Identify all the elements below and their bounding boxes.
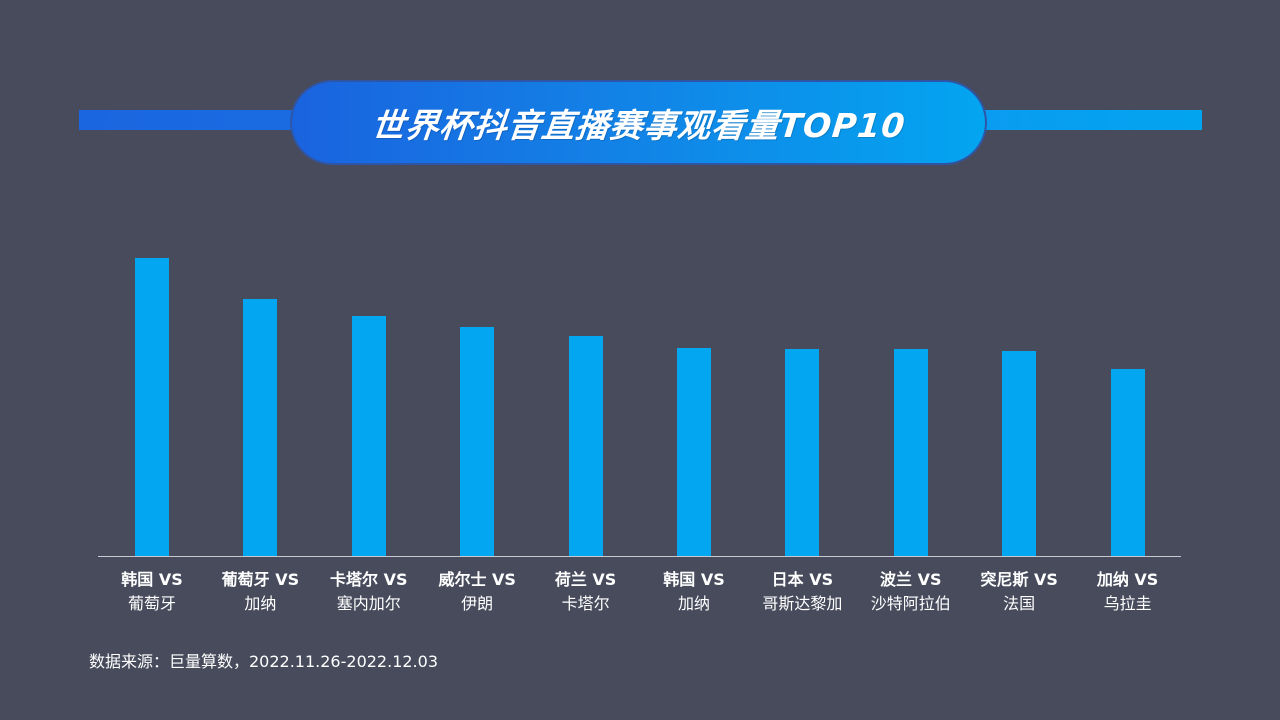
x-tick-label-line1: 威尔士 VS	[438, 570, 516, 589]
bar	[1110, 369, 1145, 557]
x-tick-label-line2: 加纳	[244, 594, 277, 613]
x-tick-label: 葡萄牙 VS 加纳	[206, 568, 314, 616]
x-tick-label: 加纳 VS 乌拉圭	[1074, 568, 1182, 616]
bar	[1002, 351, 1037, 557]
x-tick-label-line2: 沙特阿拉伯	[870, 594, 951, 613]
bar-chart-plot-area	[98, 200, 1181, 557]
bar	[351, 316, 386, 557]
x-tick-label-line1: 加纳 VS	[1096, 570, 1159, 589]
x-tick-label-line2: 加纳	[677, 594, 710, 613]
bar	[893, 349, 928, 557]
x-tick-label: 威尔士 VS 伊朗	[423, 568, 531, 616]
x-tick-label-line1: 波兰 VS	[880, 570, 942, 589]
x-tick-label: 韩国 VS 加纳	[640, 568, 748, 616]
x-tick-label: 突尼斯 VS 法国	[965, 568, 1073, 616]
x-tick-label-line2: 塞内加尔	[336, 594, 401, 613]
data-source-note: 数据来源：巨量算数，2022.11.26-2022.12.03	[89, 652, 438, 671]
x-tick-label: 日本 VS 哥斯达黎加	[748, 568, 856, 616]
x-tick-label: 卡塔尔 VS 塞内加尔	[315, 568, 423, 616]
x-tick-label-line1: 荷兰 VS	[554, 570, 617, 589]
bar	[568, 336, 603, 557]
x-tick-label-line1: 突尼斯 VS	[980, 570, 1058, 589]
x-tick-label-line2: 乌拉圭	[1103, 594, 1152, 613]
title-banner: 世界杯抖音直播赛事观看量TOP10	[290, 80, 987, 165]
x-tick-label-line1: 韩国 VS	[663, 570, 725, 589]
x-tick-label-line2: 哥斯达黎加	[762, 594, 843, 613]
title-decoration-left	[79, 110, 299, 130]
bar	[460, 327, 495, 557]
x-axis-line	[98, 556, 1181, 557]
x-axis-labels: 韩国 VS 葡萄牙 葡萄牙 VS 加纳 卡塔尔 VS 塞内加尔 威尔士 VS 伊朗 荷兰 VS 卡…	[98, 568, 1181, 618]
bar	[135, 258, 169, 557]
x-tick-label-line1: 韩国 VS	[121, 570, 183, 589]
bar	[677, 348, 711, 557]
x-tick-label-line1: 卡塔尔 VS	[330, 570, 408, 589]
x-tick-label: 韩国 VS 葡萄牙	[98, 568, 206, 616]
x-tick-label-line2: 法国	[1003, 594, 1036, 613]
x-tick-label-line2: 葡萄牙	[127, 594, 176, 613]
chart-title: 世界杯抖音直播赛事观看量TOP10	[369, 105, 908, 145]
bar	[785, 349, 820, 557]
x-tick-label-line1: 葡萄牙 VS	[221, 570, 300, 589]
x-tick-label: 荷兰 VS 卡塔尔	[532, 568, 640, 616]
x-tick-label-line1: 日本 VS	[771, 570, 834, 589]
bar	[243, 299, 278, 557]
x-tick-label: 波兰 VS 沙特阿拉伯	[857, 568, 965, 616]
title-decoration-right	[985, 110, 1202, 130]
x-tick-label-line2: 卡塔尔	[561, 594, 610, 613]
x-tick-label-line2: 伊朗	[461, 594, 494, 613]
